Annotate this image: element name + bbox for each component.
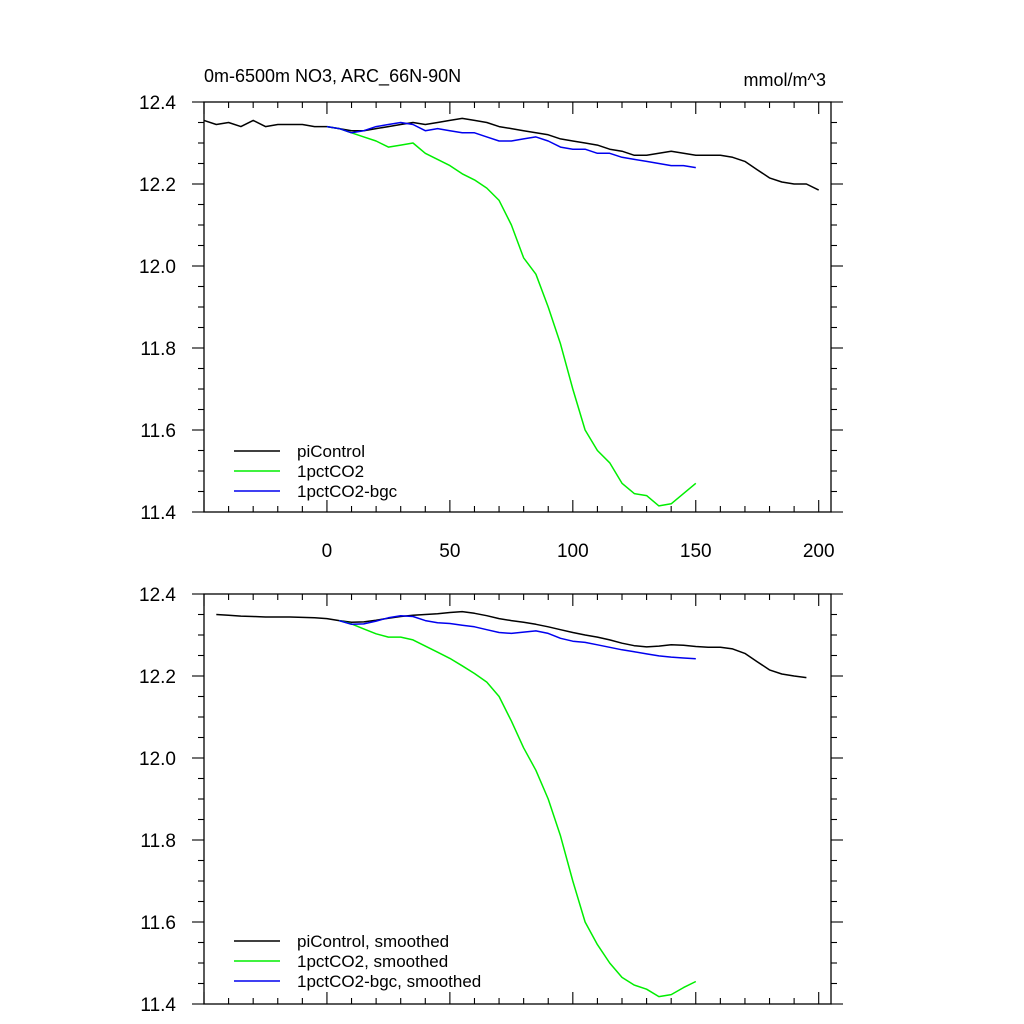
top-units-label: mmol/m^3 bbox=[744, 70, 826, 90]
top-series-line-1 bbox=[326, 125, 697, 507]
top-y-tick-label: 11.8 bbox=[140, 339, 176, 360]
top-plot-frame bbox=[203, 101, 832, 513]
top-legend-label: 1pctCO2-bgc bbox=[297, 482, 398, 501]
bottom-y-tick-label: 11.8 bbox=[140, 831, 176, 852]
bottom-plot-frame bbox=[203, 593, 832, 1005]
top-x-tick-label: 200 bbox=[803, 541, 835, 562]
top-series-group bbox=[203, 117, 820, 507]
bottom-series-line-0 bbox=[216, 610, 807, 679]
top-x-tick-label: 50 bbox=[439, 541, 460, 562]
bottom-legend-label: 1pctCO2, smoothed bbox=[297, 952, 448, 971]
top-series-line-0 bbox=[203, 117, 820, 191]
bottom-y-tick-label: 12.0 bbox=[139, 749, 176, 770]
top-y-tick-label: 12.2 bbox=[139, 175, 176, 196]
top-axes: 12.4 12.2 12.0 11.8 11.6 11.4 0 50 100 150 200 bbox=[139, 93, 843, 562]
bottom-y-tick-label: 11.6 bbox=[140, 913, 176, 934]
bottom-series-group bbox=[216, 610, 807, 998]
top-y-tick-label: 12.0 bbox=[139, 257, 176, 278]
bottom-y-tick-label: 11.4 bbox=[140, 995, 176, 1016]
top-series-line-2 bbox=[326, 121, 696, 169]
bottom-panel: 12.4 12.2 12.0 11.8 11.6 11.4 piControl, smoo… bbox=[139, 585, 843, 1016]
bottom-series-line-1 bbox=[339, 619, 697, 998]
bottom-axes: 12.4 12.2 12.0 11.8 11.6 11.4 bbox=[139, 585, 843, 1016]
top-x-tick-label: 150 bbox=[680, 541, 712, 562]
top-legend-label: piControl bbox=[297, 442, 365, 461]
top-legend-label: 1pctCO2 bbox=[297, 462, 364, 481]
top-y-tick-label: 12.4 bbox=[139, 93, 176, 114]
top-x-tick-label: 0 bbox=[322, 541, 333, 562]
bottom-series-line-2 bbox=[338, 614, 696, 660]
bottom-y-tick-label: 12.4 bbox=[139, 585, 176, 606]
top-chart-title: 0m-6500m NO3, ARC_66N-90N bbox=[204, 66, 461, 87]
top-y-tick-label: 11.4 bbox=[140, 503, 176, 524]
bottom-y-tick-label: 12.2 bbox=[139, 667, 176, 688]
top-y-tick-label: 11.6 bbox=[140, 421, 176, 442]
bottom-legend-label: 1pctCO2-bgc, smoothed bbox=[297, 972, 481, 991]
top-panel: 0m-6500m NO3, ARC_66N-90N mmol/m^3 12.41… bbox=[139, 66, 843, 562]
bottom-legend-label: piControl, smoothed bbox=[297, 932, 449, 951]
top-x-tick-label: 100 bbox=[557, 541, 589, 562]
